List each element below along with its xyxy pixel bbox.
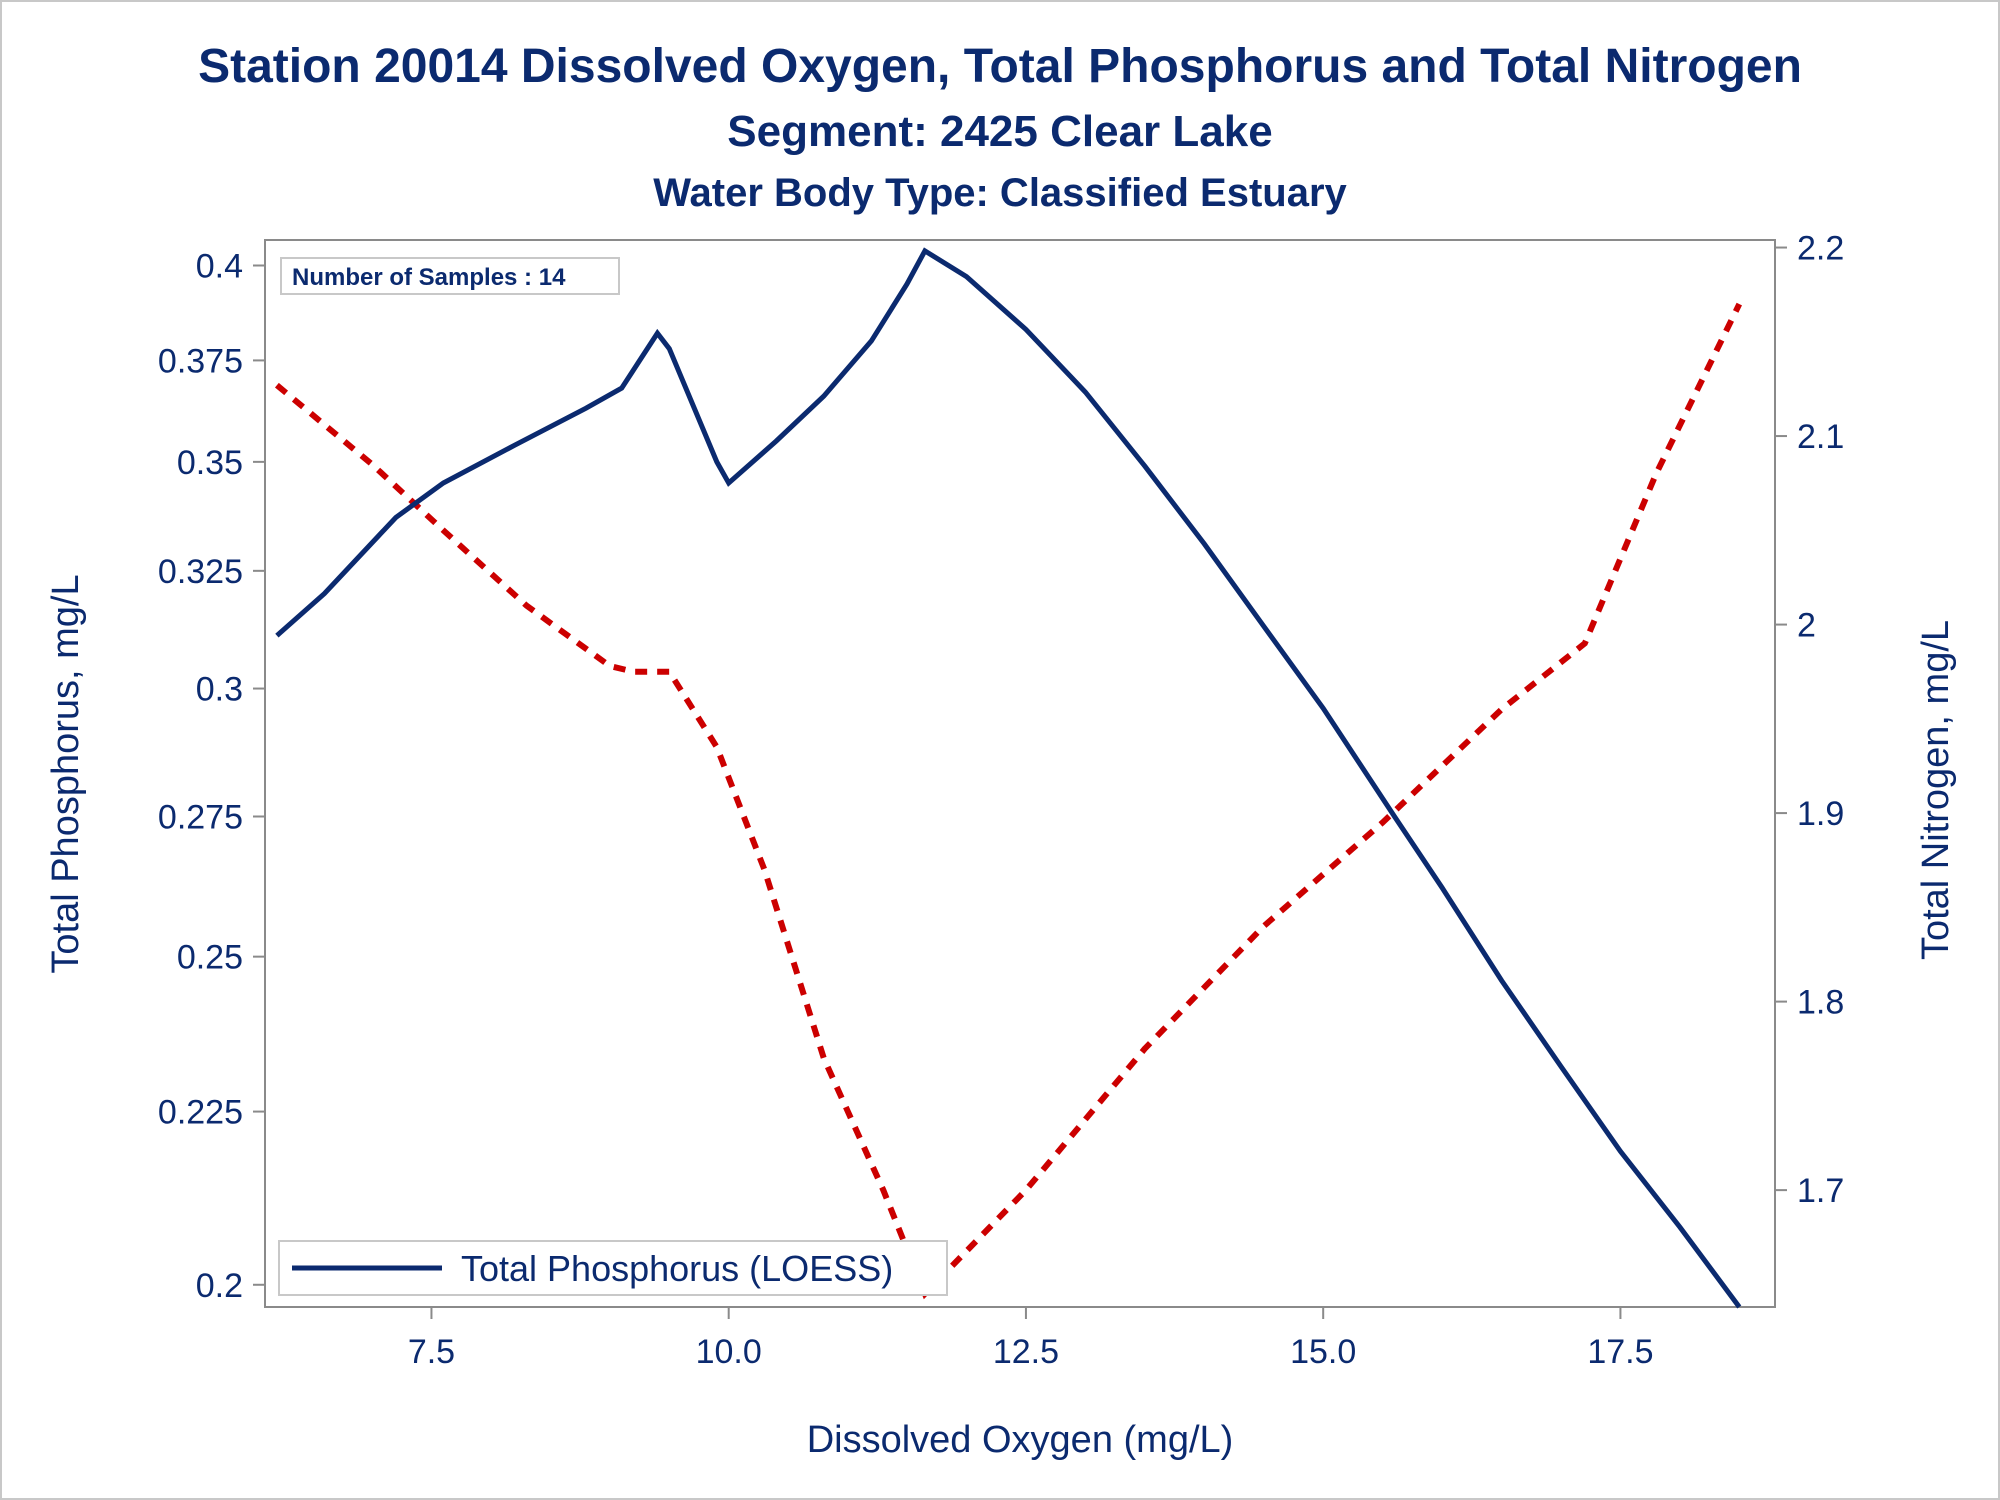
y-tick-label: 0.225: [158, 1094, 243, 1132]
y-tick-label: 0.325: [158, 553, 243, 591]
y-axis-right: 1.7 1.8 1.9 2 2.1 2.2: [1775, 230, 1844, 1210]
y2-tick-label: 1.8: [1797, 984, 1844, 1022]
x-axis-label: Dissolved Oxygen (mg/L): [807, 1419, 1234, 1461]
y-axis-label: Total Phosphorus, mg/L: [45, 574, 87, 973]
y-tick-label: 0.35: [177, 444, 243, 482]
y2-tick-label: 1.7: [1797, 1172, 1844, 1210]
y2-tick-label: 1.9: [1797, 795, 1844, 833]
chart-subtitle: Segment: 2425 Clear Lake: [727, 107, 1272, 156]
y-tick-label: 0.2: [196, 1267, 243, 1305]
series-total-phosphorus-line: [275, 247, 1742, 1309]
sample-count-box: Number of Samples : 14: [280, 257, 620, 295]
sample-count-text: Number of Samples : 14: [292, 264, 566, 291]
x-tick-label: 7.5: [408, 1333, 455, 1371]
y-tick-label: 0.4: [196, 248, 243, 286]
plot-area: [264, 239, 1776, 1308]
sample-count-border: [280, 257, 620, 295]
y2-tick-label: 2: [1797, 607, 1816, 645]
x-tick-label: 12.5: [993, 1333, 1059, 1371]
y-tick-label: 0.275: [158, 798, 243, 836]
y2-tick-label: 2.2: [1797, 230, 1844, 268]
y2-axis-label: Total Nitrogen, mg/L: [1915, 620, 1957, 960]
y-axis-left: 0.2 0.225 0.25 0.275 0.3 0.325 0.35 0.375 0.4: [158, 248, 265, 1305]
y-tick-label: 0.375: [158, 342, 243, 380]
chart-subtitle-2: Water Body Type: Classified Estuary: [653, 171, 1347, 215]
legend-entry-phosphorus: Total Phosphorus (LOESS): [461, 1248, 893, 1289]
chart-title: Station 20014 Dissolved Oxygen, Total Ph…: [198, 40, 1802, 93]
series-total-nitrogen-line: [274, 302, 1742, 1300]
y-tick-label: 0.3: [196, 671, 243, 709]
x-tick-label: 15.0: [1290, 1333, 1356, 1371]
x-tick-label: 10.0: [696, 1333, 762, 1371]
y2-tick-label: 2.1: [1797, 418, 1844, 456]
legend: Total Phosphorus (LOESS): [278, 1240, 948, 1296]
x-tick-label: 17.5: [1587, 1333, 1653, 1371]
y-tick-label: 0.25: [177, 939, 243, 977]
x-axis: 7.5 10.0 12.5 15.0 17.5: [408, 1307, 1654, 1371]
